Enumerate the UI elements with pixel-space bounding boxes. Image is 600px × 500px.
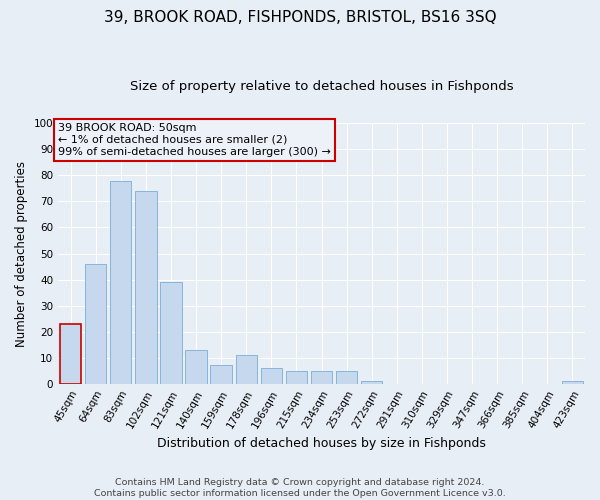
Bar — [110, 180, 131, 384]
Bar — [361, 381, 382, 384]
Bar — [135, 191, 157, 384]
Bar — [236, 355, 257, 384]
Bar — [336, 370, 357, 384]
Bar — [260, 368, 282, 384]
Bar — [60, 324, 81, 384]
Text: 39, BROOK ROAD, FISHPONDS, BRISTOL, BS16 3SQ: 39, BROOK ROAD, FISHPONDS, BRISTOL, BS16… — [104, 10, 496, 25]
Bar — [85, 264, 106, 384]
Bar — [562, 381, 583, 384]
Text: 39 BROOK ROAD: 50sqm
← 1% of detached houses are smaller (2)
99% of semi-detache: 39 BROOK ROAD: 50sqm ← 1% of detached ho… — [58, 124, 331, 156]
Title: Size of property relative to detached houses in Fishponds: Size of property relative to detached ho… — [130, 80, 514, 93]
Bar — [286, 370, 307, 384]
Bar — [311, 370, 332, 384]
X-axis label: Distribution of detached houses by size in Fishponds: Distribution of detached houses by size … — [157, 437, 486, 450]
Bar — [160, 282, 182, 384]
Y-axis label: Number of detached properties: Number of detached properties — [15, 160, 28, 346]
Bar — [211, 366, 232, 384]
Text: Contains HM Land Registry data © Crown copyright and database right 2024.
Contai: Contains HM Land Registry data © Crown c… — [94, 478, 506, 498]
Bar — [185, 350, 207, 384]
